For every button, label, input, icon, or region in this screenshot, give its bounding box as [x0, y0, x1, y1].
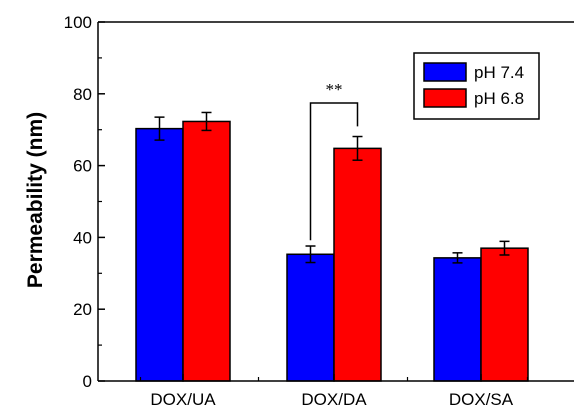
bar-dox-ua-ph-6-8	[182, 120, 231, 382]
legend-swatch	[423, 88, 467, 108]
legend-label: pH 7.4	[474, 63, 524, 82]
significance-label: **	[326, 80, 343, 99]
bar-dox-da-ph-7-4	[286, 253, 335, 382]
axes-layer: 0 20 40 60 80 100 DOX/UA DOX/DA DOX/SA	[64, 13, 574, 409]
x-tick-label: DOX/UA	[150, 390, 216, 409]
error-bar-dox-sa-ph-6-8	[499, 240, 510, 256]
error-bar-dox-da-ph-7-4	[305, 245, 316, 264]
annotation-layer: **	[309, 80, 359, 241]
legend-swatch	[423, 62, 467, 82]
legend: pH 7.4 pH 6.8	[413, 52, 540, 120]
y-tick-label: 0	[83, 372, 92, 391]
bars-layer	[135, 120, 529, 382]
y-tick-label: 80	[73, 85, 92, 104]
bar-dox-sa-ph-6-8	[480, 247, 529, 382]
y-tick-label: 40	[73, 228, 92, 247]
bar-dox-sa-ph-7-4	[433, 257, 482, 382]
error-bar-dox-sa-ph-7-4	[452, 252, 463, 264]
error-bar-dox-ua-ph-7-4	[154, 116, 165, 141]
error-bar-dox-da-ph-6-8	[352, 135, 363, 161]
y-tick-label: 100	[64, 13, 92, 32]
error-bar-dox-ua-ph-6-8	[201, 111, 212, 132]
significance-bracket-line	[309, 102, 359, 241]
x-tick-label: DOX/SA	[449, 390, 514, 409]
error-bars-layer	[154, 111, 510, 264]
legend-label: pH 6.8	[474, 89, 524, 108]
y-tick-label: 60	[73, 157, 92, 176]
y-axis-title: Permeability (nm)	[24, 112, 47, 288]
bar-dox-ua-ph-7-4	[135, 127, 184, 382]
significance-bracket: **	[309, 80, 359, 241]
y-tick-label: 20	[73, 300, 92, 319]
bar-dox-da-ph-6-8	[333, 147, 382, 382]
x-tick-label: DOX/DA	[301, 390, 367, 409]
